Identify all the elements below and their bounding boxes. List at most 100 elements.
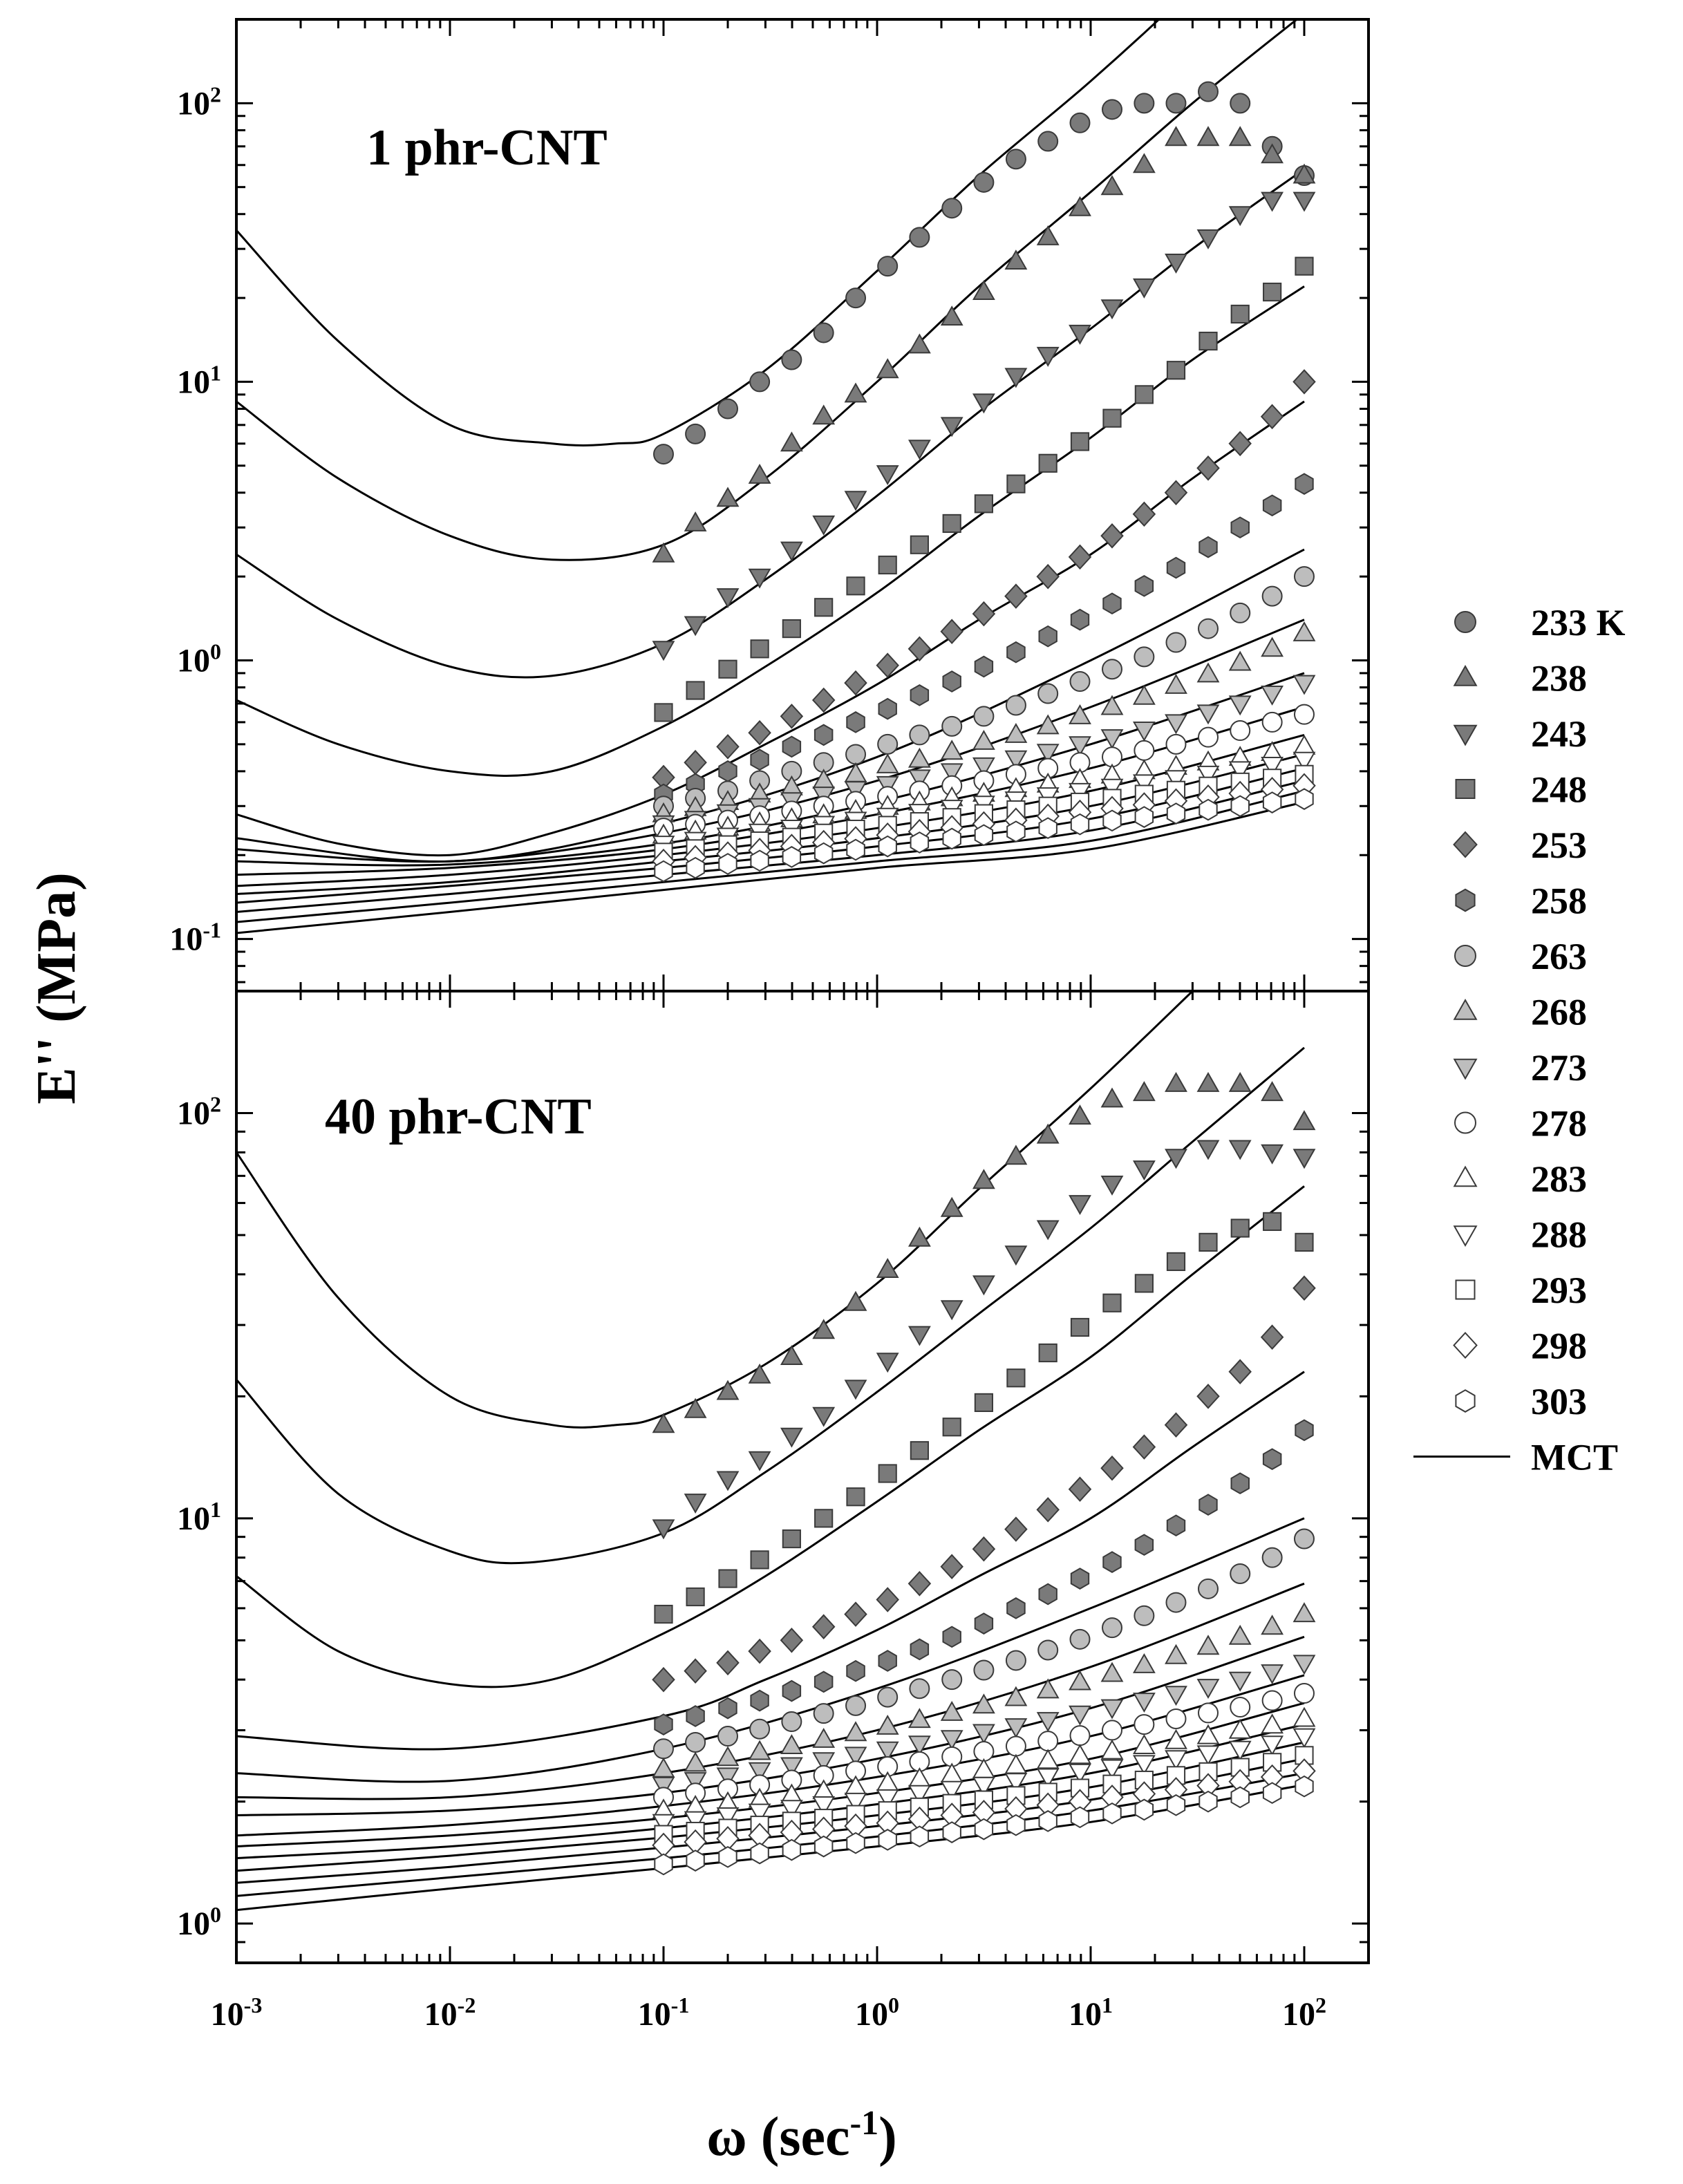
data-point-288 [1292,1728,1316,1749]
data-point-263 [717,1726,739,1747]
data-point-243 [1004,1245,1028,1266]
data-point-258 [1166,1514,1186,1537]
data-point-248 [1166,361,1186,380]
data-point-243 [876,1353,899,1373]
data-point-238 [1069,196,1091,216]
mct-fit-line [236,285,1305,777]
data-point-278 [1230,720,1251,742]
data-point-303 [686,856,705,879]
data-point-253 [748,719,771,746]
data-point-248 [846,1487,865,1507]
data-point-248 [942,1418,961,1437]
data-point-303 [654,860,673,883]
data-point-238 [1069,1104,1091,1125]
data-point-263 [1134,646,1155,668]
data-point-283 [972,1758,995,1778]
data-point-268 [876,1714,899,1735]
data-point-258 [1262,1448,1282,1471]
data-point-288 [652,1814,675,1834]
legend-label: 263 [1531,936,1587,977]
data-point-268 [1261,637,1284,657]
data-point-248 [1198,1232,1218,1252]
data-point-268 [844,1721,867,1742]
data-point-253 [844,670,867,696]
data-point-258 [846,711,865,733]
data-point-273 [1261,1664,1284,1685]
data-point-278 [1102,1720,1123,1741]
data-point-233 [1198,81,1219,102]
mct-fit-line [236,400,1305,857]
data-point-303 [750,849,769,872]
legend-label: 283 [1531,1158,1587,1200]
data-point-273 [972,1724,995,1744]
data-point-283 [1292,734,1316,755]
data-point-233 [941,198,963,219]
data-point-268 [940,1700,963,1721]
data-point-248 [1166,1252,1186,1272]
legend-label: 278 [1531,1103,1587,1145]
data-point-273 [1228,695,1252,716]
data-point-243 [812,1406,836,1427]
data-point-303 [1295,1775,1314,1798]
data-point-258 [878,1650,897,1672]
data-point-288 [876,1789,899,1809]
data-point-263 [781,1711,802,1733]
data-point-273 [1196,1679,1220,1700]
data-point-248 [718,1569,737,1588]
data-point-258 [942,670,961,693]
x-tick-label: 100 [855,1993,899,2033]
data-point-268 [1004,722,1028,743]
data-point-253 [940,619,963,644]
data-point-248 [910,1441,929,1460]
legend-marker-253 [1453,831,1478,858]
x-tick-label: 102 [1282,1993,1326,2033]
data-point-243 [1100,299,1124,320]
data-point-273 [940,1730,963,1751]
data-point-303 [782,1838,802,1861]
data-point-258 [1230,516,1250,539]
data-point-238 [908,1226,931,1247]
mct-fit-line [236,19,1160,446]
data-point-233 [685,423,706,444]
x-ticks [235,19,1370,991]
data-point-243 [716,1471,740,1491]
data-point-258 [750,1689,769,1712]
data-point-243 [684,1494,707,1514]
data-point-273 [1069,1705,1091,1726]
data-point-248 [1230,1218,1250,1238]
data-point-288 [1100,1759,1124,1780]
data-point-248 [1134,385,1154,404]
data-point-253 [1164,480,1188,506]
data-point-273 [1292,1655,1316,1675]
data-point-273 [1036,744,1060,764]
data-point-238 [908,333,931,354]
data-point-258 [910,684,930,706]
data-point-303 [1070,1806,1090,1829]
panel-title: 1 phr-CNT [366,120,608,176]
data-point-243 [780,1427,803,1448]
data-point-248 [878,555,897,575]
data-point-288 [908,1785,931,1805]
y-tick-label: 100 [177,1902,221,1942]
data-point-248 [1006,1368,1026,1388]
data-point-238 [1132,1081,1156,1102]
data-point-243 [748,568,771,589]
data-point-258 [1006,1597,1026,1619]
data-point-243 [716,588,740,609]
data-point-248 [654,1604,673,1624]
data-point-243 [812,515,836,536]
data-point-303 [846,838,865,861]
data-point-268 [684,1751,707,1772]
data-point-253 [652,1666,675,1693]
data-point-303 [1230,1786,1250,1809]
data-point-288 [1100,778,1124,799]
data-point-238 [940,1196,963,1217]
data-point-268 [716,1746,740,1767]
data-point-283 [1261,1713,1284,1734]
data-point-253 [940,1554,963,1579]
data-point-253 [716,1650,740,1676]
data-point-253 [1228,1359,1252,1384]
data-point-278 [1134,1714,1155,1735]
data-point-253 [1196,455,1220,481]
data-point-258 [718,1697,737,1720]
